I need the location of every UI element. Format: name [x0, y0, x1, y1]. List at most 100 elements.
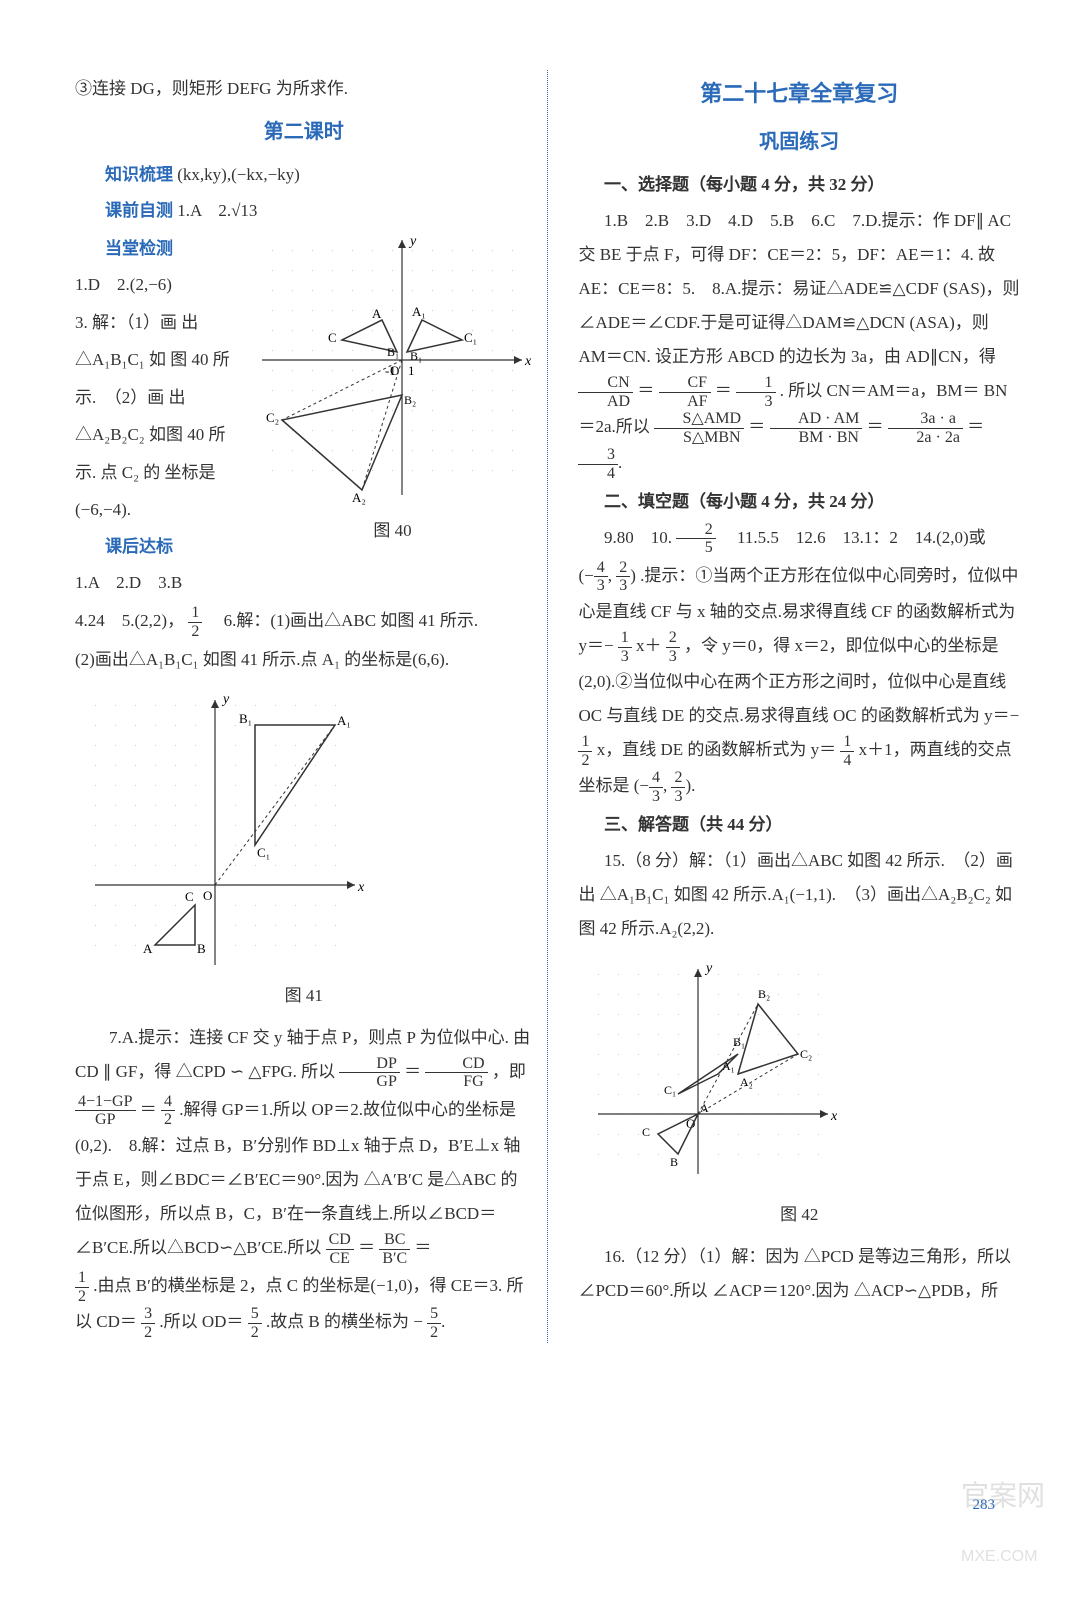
svg-text:B₁: B₁ — [387, 345, 399, 359]
watermark: 官案网 MXE.COM — [961, 1468, 1045, 1580]
q8-tail: 12 .由点 B′的横坐标是 2，点 C 的坐标是(−1,0)，得 CE＝3. … — [75, 1269, 532, 1341]
svg-text:B₁: B₁ — [239, 711, 252, 726]
fig42: x y O A C B C₁ A₁ B₁ A₂ B₂ C₂ — [578, 954, 1020, 1232]
frac-1-2b: 12 — [578, 733, 592, 769]
frac-4-3b: 43 — [649, 769, 663, 805]
svg-text:A₂: A₂ — [352, 490, 366, 505]
preself-body: 1.A 2.√13 — [177, 201, 257, 220]
fill1: 9.80 10. — [604, 528, 672, 547]
q1: 1.D 2.(2,−6) — [75, 268, 244, 302]
frac-cf-af: CFAF — [659, 374, 711, 410]
svg-text:A₁: A₁ — [337, 713, 351, 728]
q8-tail3: .所以 OD＝ — [159, 1312, 243, 1331]
svg-text:x: x — [524, 354, 532, 369]
frac-1-2a: 12 — [75, 1269, 89, 1305]
svg-text:B₂: B₂ — [404, 393, 416, 407]
frac-cd-ce: CDCE — [326, 1231, 354, 1267]
frac-2-3b: 23 — [666, 629, 680, 665]
svg-text:y: y — [704, 961, 713, 976]
fig41-svg: x y O A B C A₁ B₁ C₁ — [75, 685, 365, 975]
fig41-label: 图 41 — [75, 979, 532, 1013]
frac-4-3: 43 — [594, 559, 608, 595]
frac-3aa: 3a · a2a · 2a — [888, 410, 963, 446]
wm-url: MXE.COM — [961, 1548, 1037, 1565]
frac-3-2: 32 — [141, 1305, 155, 1341]
svg-text:1: 1 — [408, 363, 415, 378]
fh4: x，直线 DE 的函数解析式为 y＝ — [597, 740, 836, 759]
svg-text:y: y — [221, 692, 230, 707]
fig40-svg: x y O 1 -1 A B₁ C A₁ B₁ C₁ — [252, 230, 532, 510]
svg-text:y: y — [408, 234, 417, 249]
svg-text:O: O — [203, 888, 212, 903]
fig41: x y O A B C A₁ B₁ C₁ 图 41 — [75, 685, 532, 1013]
frac-2-5: 25 — [676, 521, 716, 557]
posthw-label: 课后达标 — [75, 530, 244, 564]
frac-1-3b: 13 — [618, 629, 632, 665]
svg-text:A: A — [372, 306, 382, 321]
section1-title: 一、选择题（每小题 4 分，共 32 分） — [578, 168, 1020, 202]
frac-cd-fg: CDFG — [425, 1055, 487, 1091]
right-column: 第二十七章全章复习 巩固练习 一、选择题（每小题 4 分，共 32 分） 1.B… — [547, 70, 1035, 1343]
knowledge-body: (kx,ky),(−kx,−ky) — [177, 165, 300, 184]
fh2: x＋ — [636, 636, 662, 655]
svg-text:C₂: C₂ — [266, 410, 279, 425]
frac-1-3: 13 — [736, 374, 776, 410]
lesson2-header: 第二课时 — [75, 112, 532, 152]
svg-text:x: x — [830, 1109, 838, 1124]
q7-tail: .解得 GP＝1.所以 OP＝2.故位似中心的坐标是(0,2). 8.解：过点 … — [75, 1100, 520, 1257]
mc-answers: 1.B 2.B 3.D 4.D 5.B 6.C 7.D.提示：作 DF∥ AC … — [578, 204, 1020, 483]
svg-text:B₂: B₂ — [758, 987, 770, 1001]
fill2: 11.5.5 12.6 13.1：2 14.(2,0)或 — [720, 528, 986, 547]
post-q4: 4.24 5.(2,2)， 12 6.解：(1)画出△ABC 如图 41 所示. — [75, 604, 532, 640]
left-column: ③连接 DG，则矩形 DEFG 为所求作. 第二课时 知识梳理 (kx,ky),… — [60, 70, 547, 1343]
fig42-label: 图 42 — [578, 1198, 1020, 1232]
frac-4-1-gp: 4−1−GPGP — [75, 1093, 136, 1129]
frac-half: 12 — [188, 604, 202, 640]
frac-1-4: 14 — [840, 733, 854, 769]
frac-2-3c: 23 — [671, 769, 685, 805]
svg-text:B₁: B₁ — [733, 1035, 745, 1049]
svg-text:C: C — [642, 1125, 650, 1139]
frac-2-3: 23 — [616, 559, 630, 595]
mc-text: 1.B 2.B 3.D 4.D 5.B 6.C 7.D.提示：作 DF∥ AC … — [578, 211, 1019, 366]
fig40: x y O 1 -1 A B₁ C A₁ B₁ C₁ — [252, 230, 532, 550]
post-q1: 1.A 2.D 3.B — [75, 566, 244, 600]
frac-bc-bc: BCB′C — [379, 1231, 410, 1267]
fig42-svg: x y O A C B C₁ A₁ B₁ A₂ B₂ C₂ — [578, 954, 848, 1194]
frac-4-2: 42 — [161, 1093, 175, 1129]
q8-tail4: .故点 B 的横坐标为 − — [266, 1312, 423, 1331]
q16: 16.（12 分）（1）解：因为 △PCD 是等边三角形，所以 ∠PCD＝60°… — [578, 1240, 1020, 1308]
section2-title: 二、填空题（每小题 4 分，共 24 分） — [578, 485, 1020, 519]
post-q4b: 6.解：(1)画出△ABC 如图 41 所示. — [207, 611, 479, 630]
svg-text:C₁: C₁ — [257, 845, 270, 860]
svg-text:C: C — [328, 330, 337, 345]
fig40-label: 图 40 — [252, 514, 532, 548]
q7b: 4−1−GPGP ＝ 42 .解得 GP＝1.所以 OP＝2.故位似中心的坐标是… — [75, 1093, 532, 1267]
q15: 15.（8 分）解：（1）画出△ABC 如图 42 所示. （2）画出 △A₁B… — [578, 844, 1020, 946]
chapter-title: 第二十七章全章复习 — [578, 72, 1020, 116]
svg-text:A: A — [143, 941, 153, 956]
svg-text:B₁: B₁ — [410, 349, 422, 363]
inclass-label: 当堂检测 — [75, 232, 244, 266]
frac-adam: AD · AMBM · BN — [770, 410, 863, 446]
post-q6-2: (2)画出△A₁B₁C₁ 如图 41 所示.点 A₁ 的坐标是(6,6). — [75, 643, 532, 677]
inclass-and-fig40: 当堂检测 1.D 2.(2,−6) 3. 解：（1）画 出 △A₁B₁C₁ 如 … — [75, 230, 532, 602]
wm-main: 官案网 — [961, 1480, 1045, 1511]
frac-34: 34 — [578, 446, 618, 482]
page-container: ③连接 DG，则矩形 DEFG 为所求作. 第二课时 知识梳理 (kx,ky),… — [0, 0, 1075, 1383]
preself-row: 课前自测 1.A 2.√13 — [75, 194, 532, 228]
q3: 3. 解：（1）画 出 △A₁B₁C₁ 如 图 40 所示. （2）画 出 △A… — [75, 304, 244, 528]
svg-text:C₂: C₂ — [800, 1047, 812, 1061]
svg-text:A₁: A₁ — [412, 304, 426, 319]
left-line1: ③连接 DG，则矩形 DEFG 为所求作. — [75, 72, 532, 106]
frac-cn-ad: CNAD — [578, 374, 633, 410]
preself-label: 课前自测 — [75, 201, 173, 220]
svg-text:x: x — [357, 880, 365, 895]
q7: 7.A.提示：连接 CF 交 y 轴于点 P，则点 P 为位似中心. 由 CD … — [75, 1021, 532, 1091]
svg-text:B: B — [670, 1155, 678, 1169]
section3-title: 三、解答题（共 44 分） — [578, 808, 1020, 842]
svg-text:C₁: C₁ — [464, 330, 477, 345]
knowledge-label: 知识梳理 — [75, 165, 173, 184]
fill-answers: 9.80 10. 25 11.5.5 12.6 13.1：2 14.(2,0)或 — [578, 521, 1020, 557]
frac-5-2b: 52 — [427, 1305, 441, 1341]
